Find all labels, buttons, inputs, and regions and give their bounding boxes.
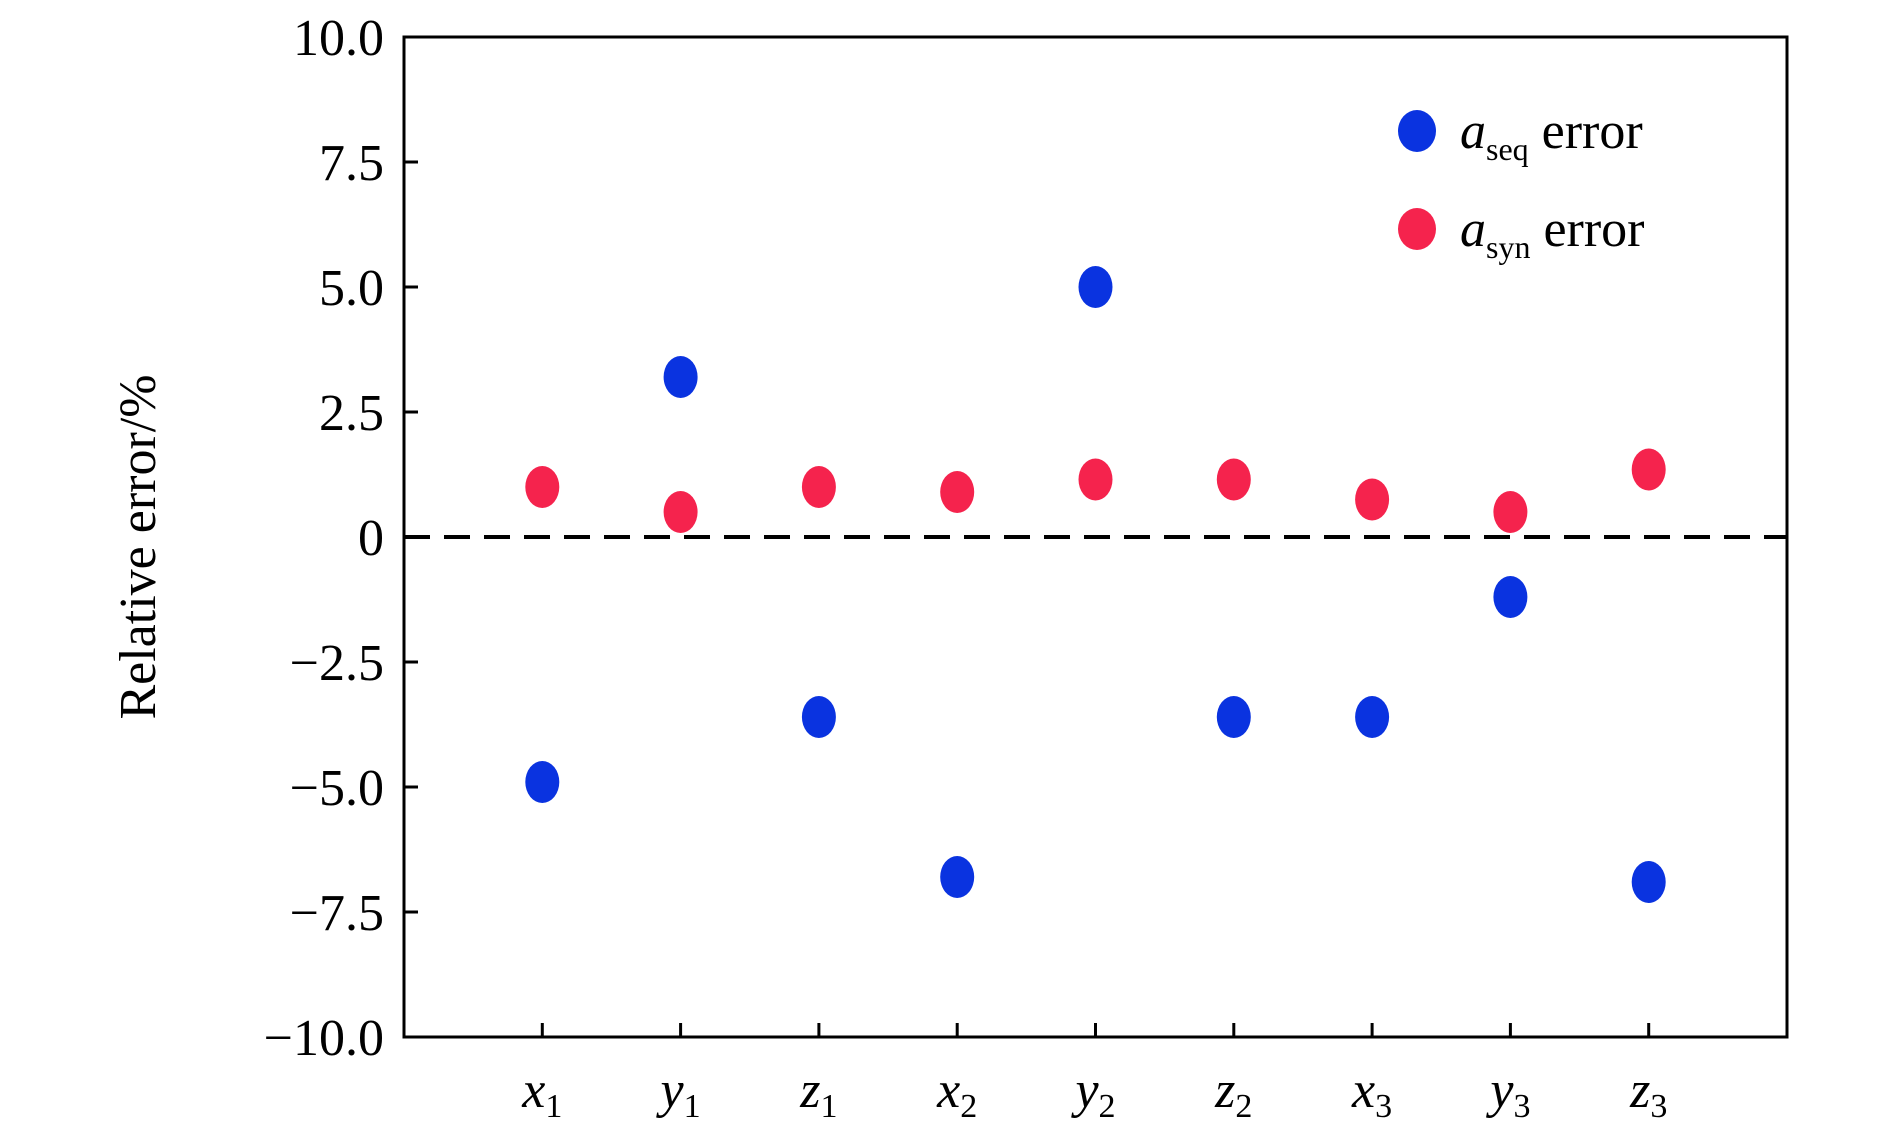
syn-error-point bbox=[1631, 448, 1666, 491]
seq-error-point bbox=[663, 356, 698, 398]
syn-error-point bbox=[940, 471, 975, 513]
y-tick-label: −5.0 bbox=[290, 760, 384, 817]
seq-error-point bbox=[1493, 576, 1528, 618]
x-tick-label: y1 bbox=[656, 1062, 701, 1125]
legend-label: aseq error bbox=[1460, 103, 1643, 167]
data-points bbox=[525, 266, 1666, 903]
legend-marker bbox=[1398, 110, 1436, 152]
syn-error-point bbox=[663, 491, 698, 533]
y-axis-ticks: 10.0 7.5 5.0 2.5 0 −2.5 −5.0 −7.5 −10.0 bbox=[264, 10, 418, 1067]
seq-error-point bbox=[940, 856, 975, 898]
seq-error-point bbox=[1631, 861, 1666, 903]
y-axis-title: Relative error/% bbox=[110, 374, 167, 719]
y-tick-label: 7.5 bbox=[319, 135, 384, 192]
x-axis-ticks: x1 y1 z1 x2 y2 z2 x3 y3 z3 bbox=[521, 1023, 1667, 1125]
y-tick-label: 0 bbox=[358, 510, 384, 567]
seq-error-point bbox=[525, 761, 560, 803]
legend-label: asyn error bbox=[1460, 201, 1644, 265]
y-tick-label: −10.0 bbox=[264, 1010, 384, 1067]
x-tick-label: x3 bbox=[1351, 1062, 1392, 1125]
seq-error-point bbox=[1216, 696, 1251, 738]
syn-error-point bbox=[801, 466, 836, 508]
y-tick-label: 10.0 bbox=[293, 10, 384, 67]
seq-error-point bbox=[1355, 696, 1390, 738]
plot-area-frame bbox=[402, 35, 1789, 1039]
legend-marker bbox=[1398, 208, 1436, 250]
y-tick-label: 2.5 bbox=[319, 385, 384, 442]
x-tick-label: z2 bbox=[1214, 1062, 1252, 1125]
y-tick-label: −2.5 bbox=[290, 635, 384, 692]
syn-error-point bbox=[1493, 491, 1528, 533]
seq-error-point bbox=[801, 696, 836, 738]
y-tick-label: −7.5 bbox=[290, 885, 384, 942]
y-tick-label: 5.0 bbox=[319, 260, 384, 317]
x-tick-label: z1 bbox=[799, 1062, 837, 1125]
syn-error-point bbox=[1078, 458, 1113, 501]
syn-error-point bbox=[1355, 478, 1390, 521]
syn-error-point bbox=[1216, 458, 1251, 501]
x-tick-label: z3 bbox=[1629, 1062, 1667, 1125]
syn-error-point bbox=[525, 466, 560, 508]
x-tick-label: y2 bbox=[1070, 1062, 1115, 1125]
seq-error-point bbox=[1078, 266, 1113, 308]
legend: aseq error asyn error bbox=[1398, 103, 1644, 265]
x-tick-label: x1 bbox=[521, 1062, 562, 1125]
x-tick-label: x2 bbox=[936, 1062, 977, 1125]
x-tick-label: y3 bbox=[1485, 1062, 1530, 1125]
